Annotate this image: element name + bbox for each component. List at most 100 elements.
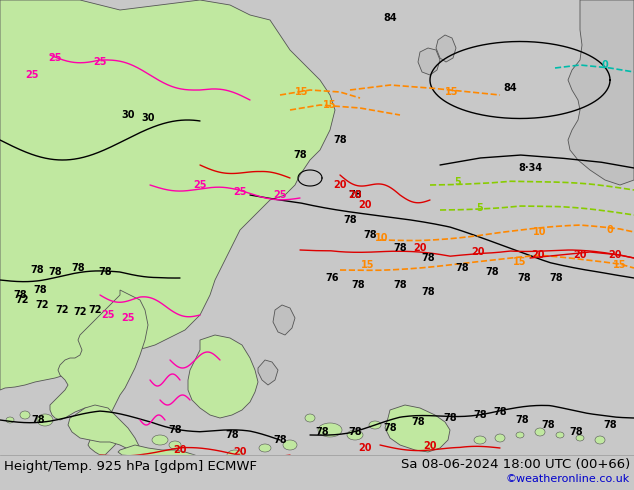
Polygon shape xyxy=(436,35,456,62)
Text: 78: 78 xyxy=(31,415,45,425)
Text: 78: 78 xyxy=(383,423,397,433)
Text: 25: 25 xyxy=(25,70,39,80)
Polygon shape xyxy=(568,0,634,185)
Text: 8·34: 8·34 xyxy=(518,163,542,173)
Text: 25: 25 xyxy=(193,180,207,190)
Text: 72: 72 xyxy=(15,295,29,305)
Text: 78: 78 xyxy=(33,285,47,295)
Ellipse shape xyxy=(259,444,271,452)
Ellipse shape xyxy=(20,411,30,419)
Text: 78: 78 xyxy=(421,287,435,297)
Ellipse shape xyxy=(474,436,486,444)
Text: Height/Temp. 925 hPa [gdpm] ECMWF: Height/Temp. 925 hPa [gdpm] ECMWF xyxy=(4,460,257,473)
Text: 20: 20 xyxy=(471,247,485,257)
Text: 25: 25 xyxy=(233,187,247,197)
Text: 78: 78 xyxy=(515,415,529,425)
Text: 78: 78 xyxy=(225,430,239,440)
Text: 25: 25 xyxy=(48,53,61,63)
Text: 78: 78 xyxy=(293,150,307,160)
Text: 78: 78 xyxy=(343,215,357,225)
Text: 20: 20 xyxy=(531,250,545,260)
Text: 78: 78 xyxy=(421,253,435,263)
Ellipse shape xyxy=(535,428,545,436)
Text: 78: 78 xyxy=(393,280,407,290)
Text: 78: 78 xyxy=(348,190,362,200)
Text: 78: 78 xyxy=(315,427,329,437)
Text: 78: 78 xyxy=(98,267,112,277)
Text: 78: 78 xyxy=(273,435,287,445)
Text: 30: 30 xyxy=(121,110,135,120)
Ellipse shape xyxy=(516,432,524,438)
Text: 72: 72 xyxy=(88,305,101,315)
Text: 20: 20 xyxy=(608,250,622,260)
Text: 25: 25 xyxy=(101,310,115,320)
Text: 20: 20 xyxy=(358,443,372,453)
Polygon shape xyxy=(0,0,335,390)
Text: 78: 78 xyxy=(348,427,362,437)
Text: 15: 15 xyxy=(295,87,309,97)
Ellipse shape xyxy=(556,432,564,438)
Text: 76: 76 xyxy=(325,273,339,283)
Text: 10: 10 xyxy=(375,233,389,243)
Text: 78: 78 xyxy=(569,427,583,437)
Text: 25: 25 xyxy=(121,313,135,323)
Polygon shape xyxy=(418,48,440,75)
Polygon shape xyxy=(118,445,200,462)
Text: 78: 78 xyxy=(363,230,377,240)
Polygon shape xyxy=(258,360,278,385)
Text: 15: 15 xyxy=(514,257,527,267)
Text: 78: 78 xyxy=(603,420,617,430)
Text: 20: 20 xyxy=(413,243,427,253)
Text: 78: 78 xyxy=(443,413,457,423)
Text: 0: 0 xyxy=(607,225,613,235)
Text: 20: 20 xyxy=(358,200,372,210)
Text: 78: 78 xyxy=(411,417,425,427)
Polygon shape xyxy=(273,305,295,335)
Ellipse shape xyxy=(347,430,363,440)
Text: 30: 30 xyxy=(141,113,155,123)
Text: 78: 78 xyxy=(517,273,531,283)
Text: 15: 15 xyxy=(323,100,337,110)
Text: 25: 25 xyxy=(93,57,107,67)
Text: 72: 72 xyxy=(55,305,68,315)
Text: 72: 72 xyxy=(36,300,49,310)
Text: 78: 78 xyxy=(168,425,182,435)
Ellipse shape xyxy=(37,414,53,426)
Text: 20: 20 xyxy=(173,445,187,455)
Text: 78: 78 xyxy=(333,135,347,145)
Ellipse shape xyxy=(227,450,243,460)
Text: 20: 20 xyxy=(573,250,586,260)
Text: 0: 0 xyxy=(602,60,609,70)
Text: 78: 78 xyxy=(485,267,499,277)
Text: 5: 5 xyxy=(455,177,462,187)
Text: 78: 78 xyxy=(493,407,507,417)
Ellipse shape xyxy=(318,423,342,437)
Ellipse shape xyxy=(283,440,297,450)
Text: 78: 78 xyxy=(30,265,44,275)
Text: 78: 78 xyxy=(351,280,365,290)
Text: 78: 78 xyxy=(455,263,469,273)
Text: 20: 20 xyxy=(333,180,347,190)
Text: 20: 20 xyxy=(348,190,362,200)
Text: 78: 78 xyxy=(541,420,555,430)
Ellipse shape xyxy=(305,414,315,422)
Text: 15: 15 xyxy=(445,87,459,97)
Text: 72: 72 xyxy=(74,307,87,317)
Text: 78: 78 xyxy=(48,267,61,277)
Ellipse shape xyxy=(169,441,181,449)
Polygon shape xyxy=(385,405,450,452)
Text: 78: 78 xyxy=(13,290,27,300)
Text: Sa 08-06-2024 18:00 UTC (00+66): Sa 08-06-2024 18:00 UTC (00+66) xyxy=(401,458,630,471)
Text: 10: 10 xyxy=(533,227,547,237)
Text: 78: 78 xyxy=(71,263,85,273)
Text: 78: 78 xyxy=(549,273,563,283)
Text: 20: 20 xyxy=(233,447,247,457)
Text: 20: 20 xyxy=(424,441,437,451)
Text: 15: 15 xyxy=(361,260,375,270)
Polygon shape xyxy=(188,335,258,418)
Ellipse shape xyxy=(152,435,168,445)
Ellipse shape xyxy=(495,434,505,442)
Polygon shape xyxy=(50,290,148,455)
Ellipse shape xyxy=(595,436,605,444)
Text: 5: 5 xyxy=(477,203,483,213)
